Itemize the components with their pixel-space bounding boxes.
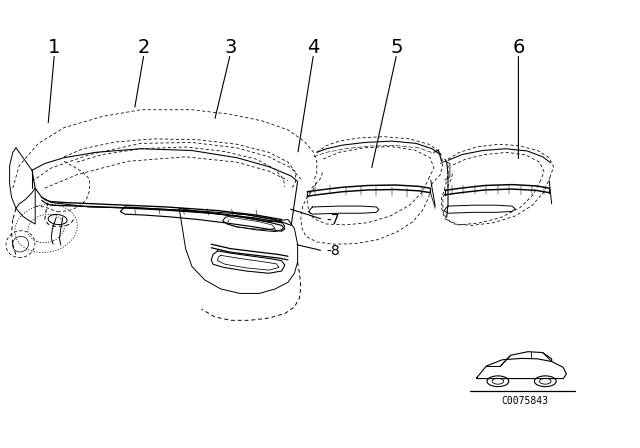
Text: 5: 5 (390, 38, 403, 56)
Text: 2: 2 (138, 38, 150, 56)
Text: -7: -7 (326, 212, 340, 227)
Text: -8: -8 (326, 244, 340, 258)
Text: 1: 1 (48, 38, 61, 56)
Text: 6: 6 (512, 38, 525, 56)
Text: C0075843: C0075843 (501, 396, 548, 406)
Text: 4: 4 (307, 38, 320, 56)
Text: 3: 3 (224, 38, 237, 56)
